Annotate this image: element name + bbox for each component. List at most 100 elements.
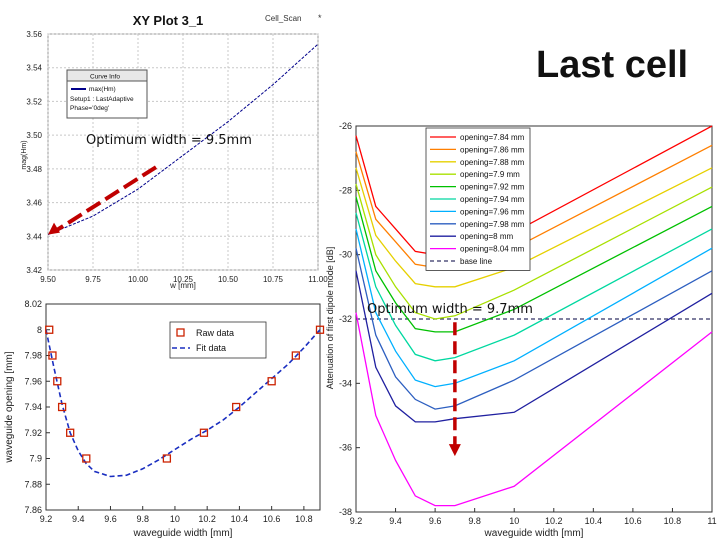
- optimum-width-note-left: Optimum width = 9.5mm: [86, 133, 252, 148]
- series-line: [355, 312, 713, 507]
- arrow-shaft: [54, 165, 158, 233]
- slide-title: Last cell: [536, 44, 689, 86]
- series-line: [355, 183, 713, 320]
- y-tick-label: 7.9: [29, 454, 42, 464]
- x-tick-label: 10.6: [624, 516, 642, 526]
- y-tick-label: 7.92: [24, 428, 42, 438]
- raw-data-marker: [267, 377, 276, 386]
- series-line: [355, 270, 713, 423]
- legend-entry-fit: Fit data: [196, 343, 226, 353]
- right-chart: 9.2 9.4 9.6 9.8 10 10.2 10.4 10.6 10.8 11 -26 -28 -3…: [325, 121, 717, 539]
- optimum-width-note-right: Optimum width = 9.7mm: [367, 302, 533, 317]
- legend-phase-line: Phase='0deg': [70, 105, 109, 112]
- bottom-left-chart-panel: 9.2 9.4 9.6 9.8 10 10.2 10.4 10.6 10.8 7.86 7.88 7.…: [0, 292, 340, 540]
- y-tick-label: -26: [339, 121, 352, 131]
- y-tick-label: 3.48: [26, 165, 42, 174]
- legend-entry: opening=8 mm: [460, 232, 513, 241]
- bottom-left-chart: 9.2 9.4 9.6 9.8 10 10.2 10.4 10.6 10.8 7.86 7.88 7.…: [4, 299, 325, 539]
- legend-heading: Curve Info: [90, 74, 120, 81]
- x-tick-label: 9.2: [40, 514, 53, 524]
- x-axis-label: waveguide width [mm]: [484, 528, 584, 539]
- top-left-chart-panel: 9.50 9.75 10.00 10.25 10.50 10.75 11.00 3.42 3.4…: [0, 0, 340, 290]
- legend-header-bar: [66, 69, 148, 82]
- x-tick-label: 9.2: [350, 516, 363, 526]
- y-axis-label: Attenuation of first dipole mode [dB]: [325, 247, 335, 390]
- raw-data-marker: [199, 428, 209, 437]
- x-tick-label: 10.25: [173, 275, 194, 284]
- y-tick-label: 3.42: [26, 266, 42, 275]
- raw-data-marker: [53, 377, 62, 386]
- legend-entry: opening=7.96 mm: [460, 207, 525, 216]
- x-tick-label: 10.00: [128, 275, 149, 284]
- x-tick-label: 10.2: [198, 514, 216, 524]
- raw-data-marker: [66, 428, 75, 437]
- y-tick-label: 3.44: [26, 232, 42, 241]
- x-tick-label: 9.8: [136, 514, 149, 524]
- x-tick-label: 9.6: [104, 514, 117, 524]
- y-tick-label: 3.50: [26, 131, 42, 140]
- arrow-head: [448, 444, 461, 457]
- raw-data-marker: [232, 402, 241, 412]
- legend-entry: opening=8.04 mm: [460, 245, 525, 254]
- x-tick-label: 9.6: [429, 516, 442, 526]
- series-line: [355, 228, 713, 388]
- x-tick-label: 10.8: [295, 514, 313, 524]
- y-tick-label: 3.52: [26, 97, 42, 106]
- x-tick-label: 10: [509, 516, 519, 526]
- legend-entry: max(Hm): [89, 86, 116, 93]
- y-axis-label: mag(Hm): [21, 140, 28, 169]
- star-glyph: *: [318, 13, 322, 23]
- raw-data-marker: [315, 325, 325, 334]
- y-tick-label: 7.98: [24, 351, 42, 361]
- raw-data-marker: [162, 454, 172, 463]
- series-line: [355, 248, 713, 410]
- legend-entry: opening=7.94 mm: [460, 195, 525, 204]
- legend-entry: opening=7.98 mm: [460, 220, 525, 229]
- raw-data-marker: [57, 402, 67, 412]
- series-line-fit: [45, 329, 321, 478]
- legend-entry-raw: Raw data: [196, 328, 234, 338]
- y-tick-label: -32: [339, 314, 352, 324]
- y-tick-label: 7.94: [24, 402, 42, 412]
- legend-entry: opening=7.88 mm: [460, 158, 525, 167]
- corner-label: Cell_Scan: [265, 14, 301, 23]
- y-tick-label: 3.46: [26, 199, 42, 208]
- top-left-chart: 9.50 9.75 10.00 10.25 10.50 10.75 11.00 3.42 3.4…: [21, 13, 328, 290]
- legend-box: [169, 321, 267, 359]
- x-tick-label: 10: [170, 514, 180, 524]
- y-tick-label: -38: [339, 507, 352, 517]
- x-tick-label: 11.00: [308, 275, 328, 284]
- legend-entry: opening=7.9 mm: [460, 170, 520, 179]
- x-axis-label: waveguide width [mm]: [133, 528, 233, 539]
- x-axis-label: w [mm]: [169, 281, 196, 290]
- y-tick-label: 7.88: [24, 479, 42, 489]
- y-tick-label: -34: [339, 378, 352, 388]
- legend-entry: opening=7.92 mm: [460, 183, 525, 192]
- y-tick-label: 3.56: [26, 30, 42, 39]
- y-tick-label: 8.02: [24, 299, 42, 309]
- legend-swatch-raw: [176, 328, 185, 337]
- legend-entry: opening=7.84 mm: [460, 133, 525, 142]
- x-tick-label: 9.75: [85, 275, 101, 284]
- x-tick-label: 10.8: [664, 516, 682, 526]
- series-line: [355, 212, 713, 362]
- y-tick-label: -36: [339, 443, 352, 453]
- legend-setup-line: Setup1 : LastAdaptive: [70, 96, 134, 103]
- y-tick-label: 3.54: [26, 64, 42, 73]
- x-tick-label: 11: [707, 516, 716, 526]
- legend-entry-base-line: base line: [460, 257, 493, 266]
- y-tick-label: -30: [339, 250, 352, 260]
- series-line: [355, 196, 713, 333]
- series-line-maxhm: [47, 43, 319, 236]
- x-tick-label: 9.4: [389, 516, 402, 526]
- x-tick-label: 9.50: [40, 275, 56, 284]
- raw-data-marker: [291, 351, 300, 360]
- right-chart-panel: 9.2 9.4 9.6 9.8 10 10.2 10.4 10.6 10.8 11 -26 -28 -3…: [322, 118, 720, 540]
- x-tick-label: 10.75: [263, 275, 284, 284]
- raw-data-marker: [48, 351, 57, 360]
- y-tick-label: 7.96: [24, 376, 42, 386]
- x-tick-label: 10.50: [218, 275, 239, 284]
- legend-entry: opening=7.86 mm: [460, 145, 525, 154]
- x-tick-label: 10.2: [545, 516, 563, 526]
- y-axis-label: waveguide opening [mm]: [4, 351, 15, 463]
